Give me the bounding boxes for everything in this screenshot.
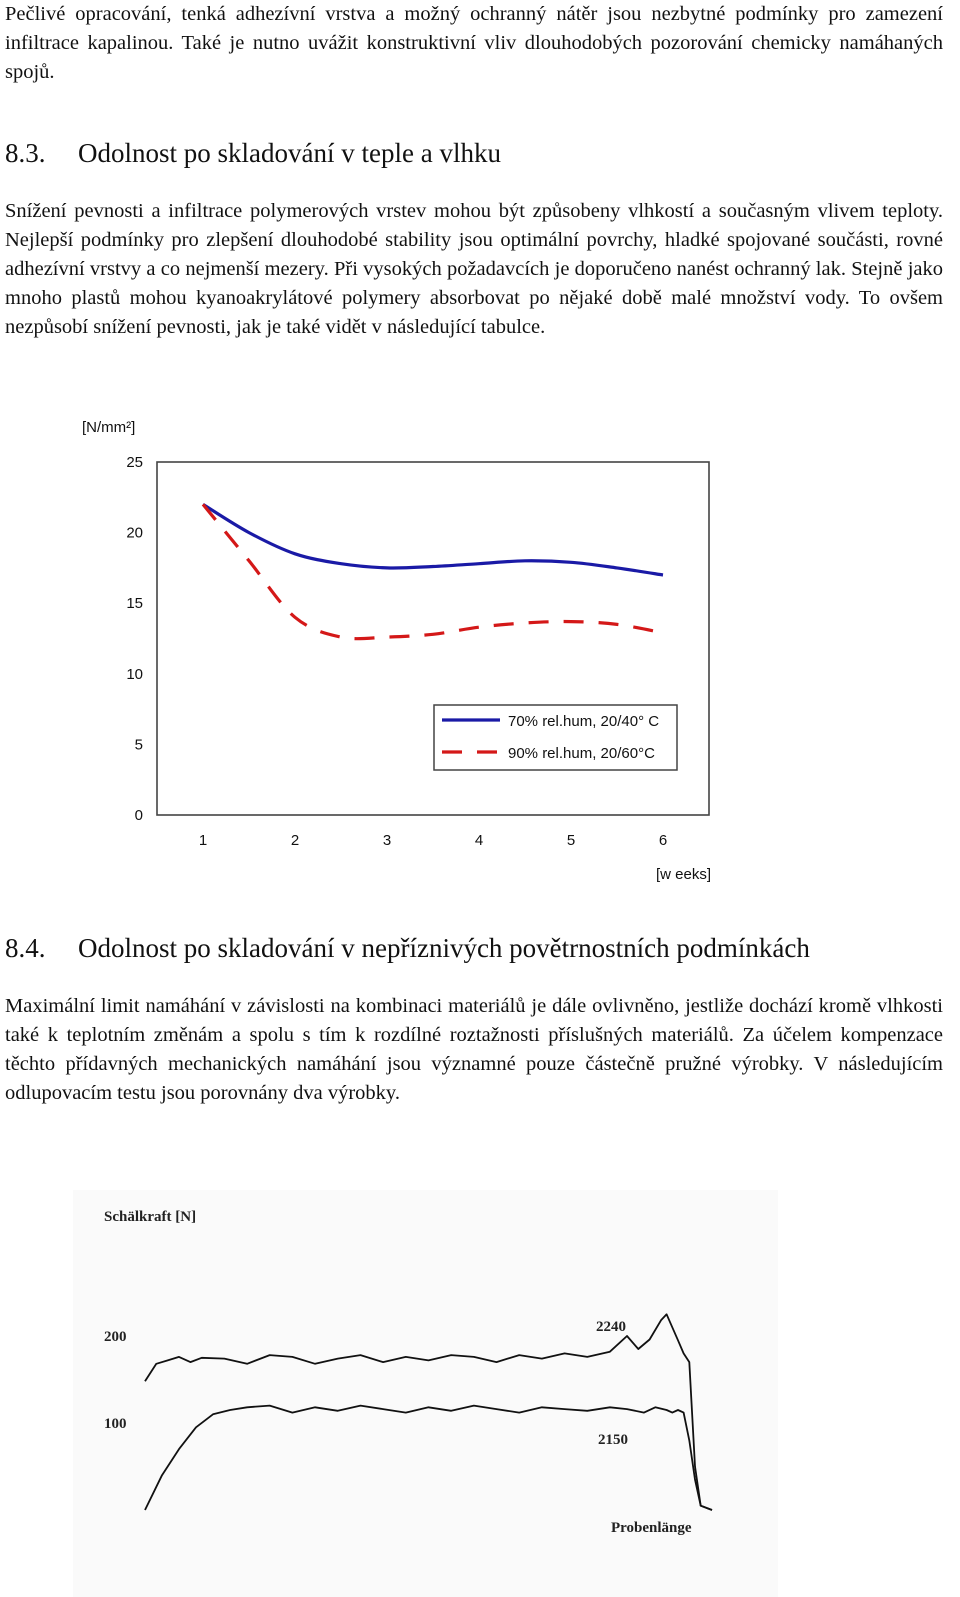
x-tick-label: 2 <box>291 832 299 849</box>
curve-label-2240: 2240 <box>596 1319 626 1335</box>
y-tick-label: 25 <box>126 454 143 471</box>
legend: 70% rel.hum, 20/40° C 90% rel.hum, 20/60°… <box>433 704 678 771</box>
peel-test-chart: Schälkraft [N] 100 200 Probenlänge 2240 2150 <box>73 1190 778 1597</box>
y-tick-label: 10 <box>126 666 143 683</box>
y-axis-label: Schälkraft [N] <box>104 1209 196 1225</box>
curve-label-2150: 2150 <box>598 1432 628 1448</box>
y-tick-label: 15 <box>126 595 143 612</box>
plot-area-frame <box>156 461 710 816</box>
section-8-4-paragraph: Maximální limit namáhání v závislosti na… <box>5 995 943 1104</box>
y-tick-label: 100 <box>104 1416 127 1432</box>
y-tick-label: 0 <box>135 807 143 824</box>
legend-label: 90% rel.hum, 20/60°C <box>508 745 655 762</box>
strength-humidity-chart: [N/mm²] 0 5 10 15 20 25 1 2 3 4 5 6 [w eeks] 70% rel.h… <box>82 419 711 883</box>
x-axis-label: [w eeks] <box>656 866 711 883</box>
y-tick-label: 20 <box>126 525 143 542</box>
section-title: Odolnost po skladování v nepříznivých po… <box>78 933 810 963</box>
series-line-70 <box>202 503 664 577</box>
section-8-4-heading: 8.4. Odolnost po skladování v nepříznivýc… <box>5 932 810 964</box>
intro-paragraph: Pečlivé opracování, tenká adhezívní vrst… <box>5 3 943 83</box>
y-axis-label: [N/mm²] <box>82 419 135 436</box>
legend-label: 70% rel.hum, 20/40° C <box>508 713 659 730</box>
x-tick-label: 6 <box>659 832 667 849</box>
y-tick-label: 5 <box>135 736 143 753</box>
section-number: 8.3. <box>5 138 46 168</box>
chart-background <box>73 1190 778 1597</box>
section-8-3-heading: 8.3. Odolnost po skladování v teple a vlh… <box>5 137 501 169</box>
curve-2240 <box>144 1313 713 1511</box>
x-tick-label: 5 <box>567 832 575 849</box>
legend-box <box>433 704 678 771</box>
x-tick-label: 1 <box>199 832 207 849</box>
curve-2150 <box>144 1404 713 1511</box>
x-axis-label: Probenlänge <box>611 1520 692 1536</box>
section-8-3-paragraph: Snížení pevnosti a infiltrace polymerový… <box>5 200 943 338</box>
series-line-90 <box>201 503 664 641</box>
section-number: 8.4. <box>5 933 46 963</box>
y-tick-label: 200 <box>104 1329 127 1345</box>
x-tick-label: 3 <box>383 832 391 849</box>
section-title: Odolnost po skladování v teple a vlhku <box>78 138 501 168</box>
x-tick-label: 4 <box>475 832 483 849</box>
